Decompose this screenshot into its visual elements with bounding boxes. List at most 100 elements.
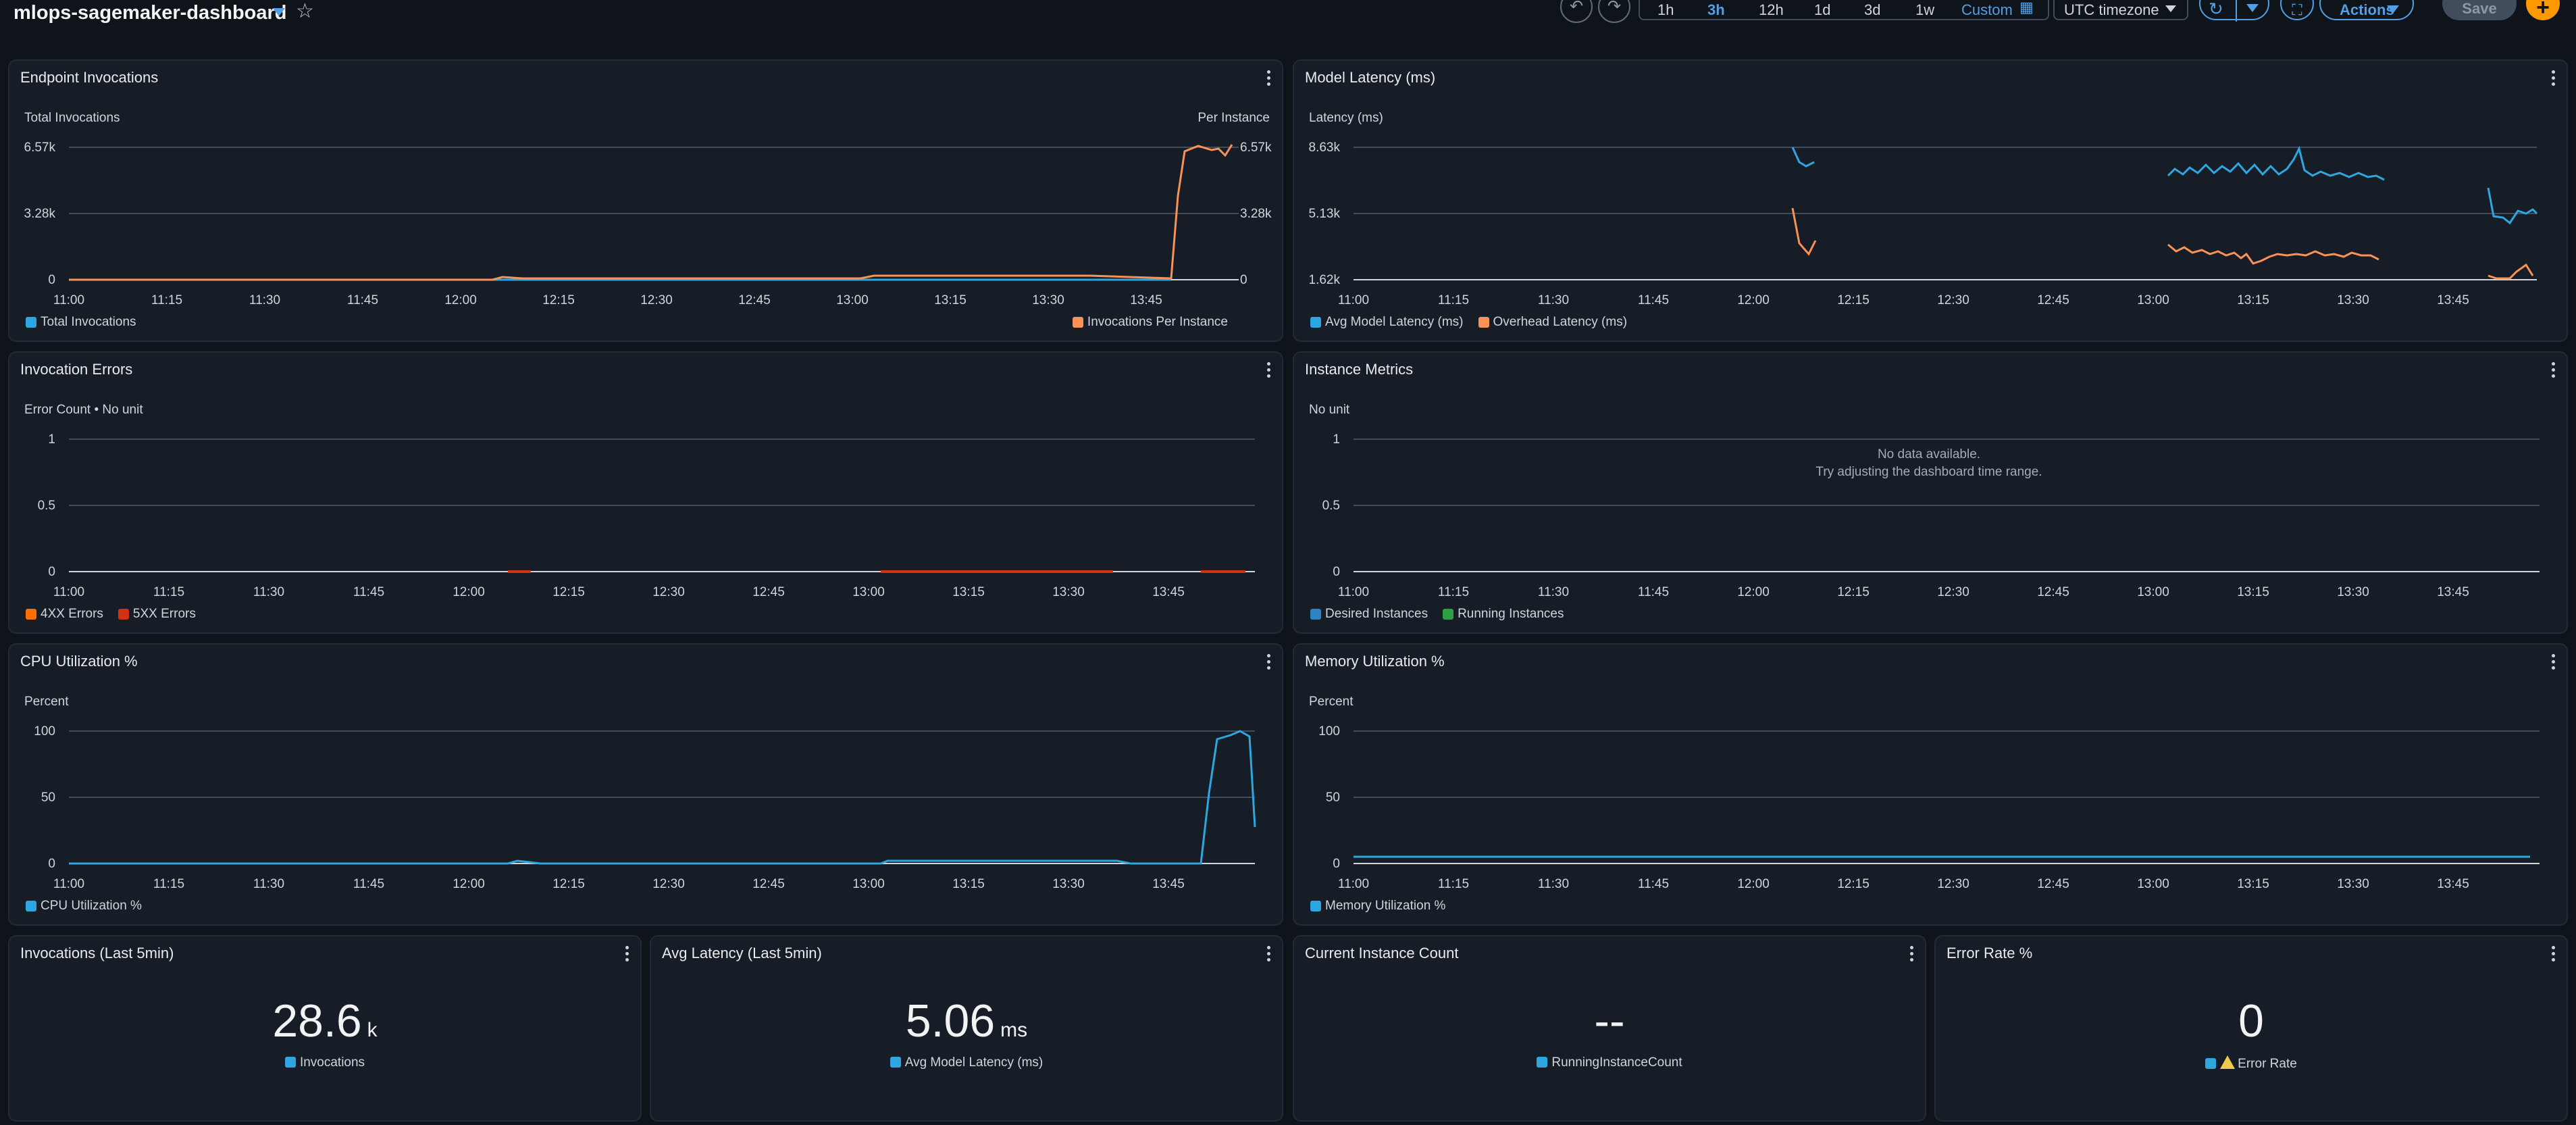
y-axis-label: Total Invocations xyxy=(24,111,120,125)
kpi-legend: RunningInstanceCount xyxy=(1294,1055,1925,1070)
redo-icon[interactable]: ↷ xyxy=(1598,0,1630,23)
range-3d[interactable]: 3d xyxy=(1864,1,1881,18)
x-tick: 11:00 xyxy=(53,877,84,891)
x-tick: 13:30 xyxy=(1032,293,1064,307)
chart-legend: Desired Instances Running Instances xyxy=(1310,607,1564,622)
y-tick: 3.28k xyxy=(24,207,56,221)
y2-axis-label: Per Instance xyxy=(1197,111,1270,125)
time-range-selector: 1h 3h 12h 1d 3d 1w Custom ▦ xyxy=(1639,0,2049,20)
refresh-button-group: ↻ xyxy=(2199,0,2269,22)
widget-menu-icon[interactable] xyxy=(2552,70,2556,88)
dashboard-title: mlops-sagemaker-dashboard xyxy=(14,2,287,24)
widget-menu-icon[interactable] xyxy=(1267,654,1271,672)
range-custom[interactable]: Custom xyxy=(1961,1,2013,18)
x-tick: 13:00 xyxy=(836,293,869,307)
legend-item[interactable]: 4XX Errors xyxy=(26,607,103,622)
x-tick: 11:30 xyxy=(253,877,284,891)
invocations-per-instance-line xyxy=(69,144,1233,281)
y-tick: 1.62k xyxy=(1309,273,1341,287)
range-1w[interactable]: 1w xyxy=(1915,1,1935,18)
range-12h[interactable]: 12h xyxy=(1759,1,1784,18)
dashboard-header: mlops-sagemaker-dashboard ☆ ↶ ↷ 1h 3h 12… xyxy=(0,0,2576,51)
widget-menu-icon[interactable] xyxy=(1267,946,1271,964)
chevron-down-icon xyxy=(2387,5,2399,14)
kpi-instance-count-widget: Current Instance Count -- RunningInstanc… xyxy=(1293,935,1926,1122)
y2-tick: 6.57k xyxy=(1240,141,1272,155)
avg-model-latency-line xyxy=(1791,147,1815,168)
x-tick: 12:15 xyxy=(552,877,585,891)
legend-item[interactable]: Avg Model Latency (ms) xyxy=(1310,315,1464,330)
x-tick: 12:00 xyxy=(1737,585,1770,599)
legend-item[interactable]: Memory Utilization % xyxy=(1310,899,1445,914)
fullscreen-icon[interactable]: ⛶ xyxy=(2280,0,2314,20)
x-tick: 11:15 xyxy=(1438,585,1469,599)
chart-legend: Avg Model Latency (ms) Overhead Latency … xyxy=(1310,315,1627,330)
range-1d[interactable]: 1d xyxy=(1814,1,1831,18)
calendar-icon[interactable]: ▦ xyxy=(2019,0,2034,16)
y-tick: 50 xyxy=(41,791,55,805)
favorite-star-icon[interactable]: ☆ xyxy=(296,0,314,22)
actions-button[interactable]: Actions xyxy=(2319,0,2414,20)
range-3h[interactable]: 3h xyxy=(1707,1,1725,18)
actions-label: Actions xyxy=(2340,1,2394,18)
widget-menu-icon[interactable] xyxy=(1267,362,1271,380)
widget-menu-icon[interactable] xyxy=(1267,70,1271,88)
x-tick: 12:00 xyxy=(1737,877,1770,891)
x-tick: 11:45 xyxy=(1638,585,1669,599)
add-widget-button[interactable]: + xyxy=(2526,0,2560,20)
refresh-icon[interactable]: ↻ xyxy=(2209,0,2223,19)
undo-icon[interactable]: ↶ xyxy=(1560,0,1593,23)
widget-title: Instance Metrics xyxy=(1305,361,1414,378)
y-tick: 0 xyxy=(48,273,55,287)
widget-menu-icon[interactable] xyxy=(2552,362,2556,380)
timezone-select[interactable]: UTC timezone xyxy=(2053,0,2188,20)
refresh-interval-caret-icon[interactable] xyxy=(2246,4,2259,12)
widget-menu-icon[interactable] xyxy=(2552,654,2556,672)
endpoint-invocations-widget: Endpoint Invocations Total Invocations P… xyxy=(8,59,1283,342)
kpi-latency-widget: Avg Latency (Last 5min) 5.06 ms Avg Model… xyxy=(650,935,1283,1122)
widget-title: Avg Latency (Last 5min) xyxy=(662,945,822,961)
x-tick: 11:00 xyxy=(1338,877,1369,891)
y-tick: 0.5 xyxy=(38,499,55,513)
x-tick: 13:45 xyxy=(2437,585,2469,599)
widget-menu-icon[interactable] xyxy=(625,946,629,964)
x-tick: 11:45 xyxy=(353,585,384,599)
legend-item[interactable]: Running Instances xyxy=(1443,607,1564,622)
x-tick: 12:30 xyxy=(652,585,685,599)
x-tick: 11:00 xyxy=(53,293,84,307)
range-1h[interactable]: 1h xyxy=(1657,1,1674,18)
avg-model-latency-line xyxy=(2167,145,2385,181)
x-tick: 13:45 xyxy=(2437,877,2469,891)
x-tick: 11:30 xyxy=(1538,293,1569,307)
widget-title: Invocation Errors xyxy=(20,361,133,378)
warning-icon xyxy=(2220,1055,2236,1069)
kpi-legend: Invocations xyxy=(9,1055,640,1070)
instance-metrics-widget: Instance Metrics No unit 1 0.5 0 11:00 11… xyxy=(1293,351,2568,634)
dashboard-select-caret-icon[interactable] xyxy=(273,8,285,16)
legend-item[interactable]: 5XX Errors xyxy=(118,607,196,622)
x-tick: 12:15 xyxy=(1837,877,1870,891)
kpi-value: -- xyxy=(1594,995,1625,1047)
legend-item[interactable]: Desired Instances xyxy=(1310,607,1428,622)
legend-item[interactable]: Total Invocations xyxy=(26,315,136,330)
instances-chart: No unit 1 0.5 0 11:00 11:15 11:30 11:45 12:0… xyxy=(1309,403,2540,599)
save-button[interactable]: Save xyxy=(2442,0,2517,20)
widget-title: Current Instance Count xyxy=(1305,945,1459,961)
legend-item[interactable]: CPU Utilization % xyxy=(26,899,142,914)
x-tick: 12:00 xyxy=(1737,293,1770,307)
x-tick: 13:15 xyxy=(952,585,985,599)
x-tick: 11:45 xyxy=(1638,293,1669,307)
legend-item[interactable]: Overhead Latency (ms) xyxy=(1478,315,1627,330)
x-tick: 11:30 xyxy=(253,585,284,599)
widget-menu-icon[interactable] xyxy=(1910,946,1914,964)
x-tick: 11:30 xyxy=(1538,877,1569,891)
invocations-chart: Total Invocations Per Instance 6.57k 3.2… xyxy=(24,111,1272,307)
legend-item[interactable]: Invocations Per Instance xyxy=(1072,315,1228,330)
x-tick: 12:00 xyxy=(453,877,485,891)
x-tick: 12:15 xyxy=(1837,293,1870,307)
y-tick: 1 xyxy=(1333,432,1340,447)
widget-menu-icon[interactable] xyxy=(2552,946,2556,964)
x-tick: 12:30 xyxy=(1937,293,1969,307)
x-tick: 12:45 xyxy=(752,585,785,599)
x-tick: 13:15 xyxy=(952,877,985,891)
